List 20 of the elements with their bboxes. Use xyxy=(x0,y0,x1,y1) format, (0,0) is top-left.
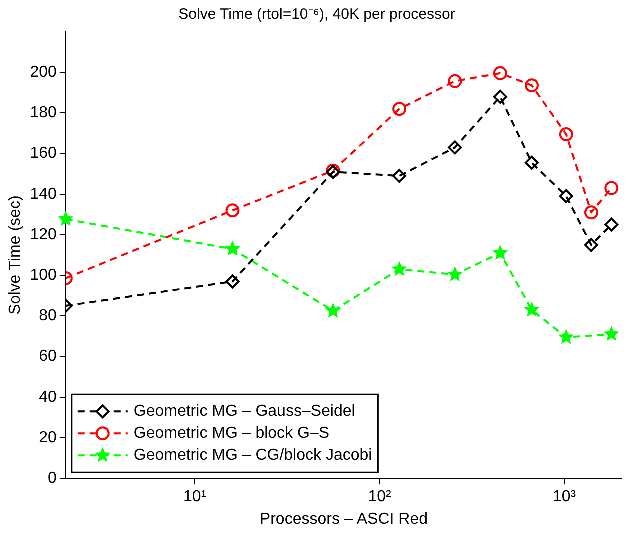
y-tick-label: 200 xyxy=(30,64,57,82)
y-tick-label: 60 xyxy=(39,348,57,366)
y-tick-label: 140 xyxy=(30,186,57,203)
y-tick-label: 80 xyxy=(39,308,57,325)
legend-label: Geometric MG – block G–S xyxy=(134,425,330,442)
y-tick-label: 20 xyxy=(39,429,57,446)
y-tick-label: 120 xyxy=(30,226,57,244)
x-tick-label: 10² xyxy=(368,488,392,506)
y-tick-label: 0 xyxy=(48,470,57,488)
x-tick-label: 10³ xyxy=(552,488,577,506)
x-tick-label: 10¹ xyxy=(183,488,207,506)
y-axis-title: Solve Time (sec) xyxy=(7,196,24,315)
chart-title: Solve Time (rtol=10⁻⁶), 40K per processor xyxy=(178,6,456,24)
x-axis-title: Processors – ASCI Red xyxy=(260,510,428,528)
y-tick-label: 100 xyxy=(30,267,57,284)
legend-label: Geometric MG – Gauss–Seidel xyxy=(134,403,356,420)
legend-label: Geometric MG – CG/block Jacobi xyxy=(134,447,372,464)
y-tick-label: 40 xyxy=(39,388,57,406)
y-tick-label: 180 xyxy=(30,104,57,122)
y-tick-label: 160 xyxy=(30,145,57,162)
